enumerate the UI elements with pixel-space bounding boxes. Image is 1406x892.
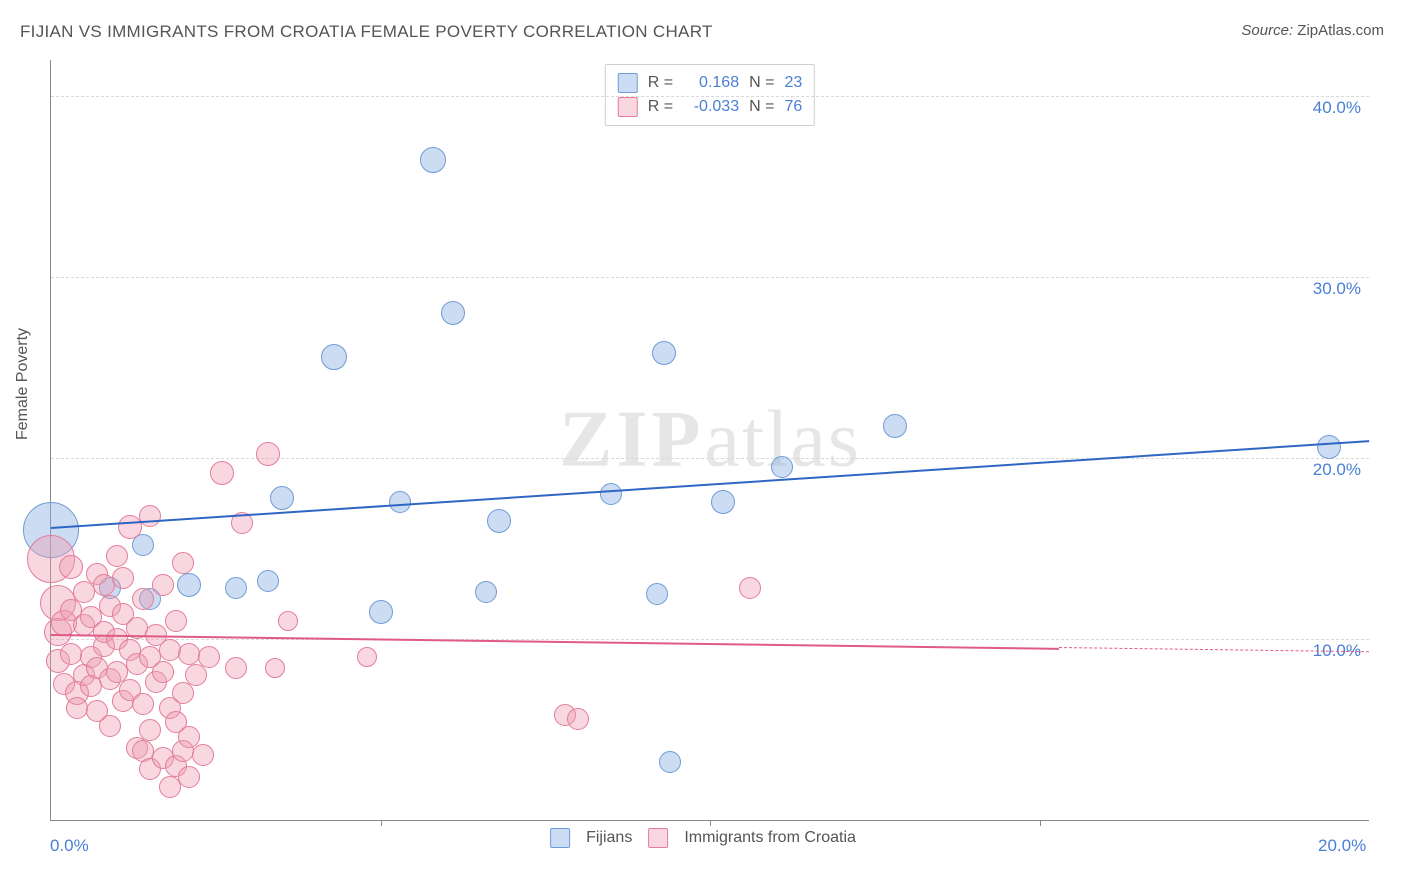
- bubble-fijians: [883, 414, 907, 438]
- legend-r-label: R =: [648, 95, 673, 119]
- x-tick-label: 20.0%: [1318, 836, 1366, 856]
- source-value: ZipAtlas.com: [1297, 22, 1384, 39]
- watermark: ZIPatlas: [559, 395, 861, 486]
- gridline: [51, 96, 1369, 97]
- bubble-fijians: [475, 581, 497, 603]
- x-tick: [1040, 820, 1041, 826]
- bubble-fijians: [600, 483, 622, 505]
- x-tick: [710, 820, 711, 826]
- bubble-fijians: [646, 583, 668, 605]
- bubble-croatia: [106, 545, 128, 567]
- bubble-fijians: [1317, 435, 1341, 459]
- legend-swatch-fijians: [618, 73, 638, 93]
- bubble-croatia: [152, 661, 174, 683]
- bubble-fijians: [270, 486, 294, 510]
- legend-swatch-croatia: [618, 97, 638, 117]
- bubble-croatia: [59, 555, 83, 579]
- bubble-croatia: [152, 574, 174, 596]
- y-axis-title: Female Poverty: [14, 328, 32, 440]
- legend-name-croatia: Immigrants from Croatia: [684, 829, 856, 847]
- bubble-fijians: [441, 301, 465, 325]
- bubble-croatia: [66, 697, 88, 719]
- y-tick-label: 30.0%: [1313, 279, 1361, 299]
- bubble-fijians: [257, 570, 279, 592]
- bubble-fijians: [420, 147, 446, 173]
- bubble-fijians: [659, 751, 681, 773]
- legend-n-label: N =: [749, 71, 774, 95]
- bubble-croatia: [132, 588, 154, 610]
- gridline: [51, 458, 1369, 459]
- bubble-fijians: [711, 490, 735, 514]
- bubble-croatia: [178, 643, 200, 665]
- chart-title: FIJIAN VS IMMIGRANTS FROM CROATIA FEMALE…: [20, 22, 713, 42]
- y-tick-label: 20.0%: [1313, 460, 1361, 480]
- legend-stats-row: R = -0.033 N = 76: [618, 95, 802, 119]
- bubble-croatia: [172, 682, 194, 704]
- x-tick-label: 0.0%: [50, 836, 89, 856]
- bubble-croatia: [357, 647, 377, 667]
- bubble-croatia: [739, 577, 761, 599]
- bubble-croatia: [132, 693, 154, 715]
- bubble-croatia: [256, 442, 280, 466]
- y-tick-label: 40.0%: [1313, 98, 1361, 118]
- bubble-croatia: [210, 461, 234, 485]
- legend-swatch-fijians: [550, 828, 570, 848]
- bubble-croatia: [159, 639, 181, 661]
- gridline: [51, 639, 1369, 640]
- bubble-croatia: [112, 567, 134, 589]
- bubble-croatia: [265, 658, 285, 678]
- bubble-croatia: [139, 719, 161, 741]
- bubble-croatia: [60, 643, 82, 665]
- legend-series: Fijians Immigrants from Croatia: [550, 828, 856, 848]
- legend-n-label: N =: [749, 95, 774, 119]
- watermark-zip: ZIP: [559, 396, 704, 484]
- bubble-croatia: [278, 611, 298, 631]
- bubble-croatia: [73, 581, 95, 603]
- bubble-croatia: [165, 610, 187, 632]
- bubble-fijians: [389, 491, 411, 513]
- x-tick: [381, 820, 382, 826]
- bubble-croatia: [178, 766, 200, 788]
- bubble-fijians: [177, 573, 201, 597]
- bubble-croatia: [192, 744, 214, 766]
- legend-n-croatia: 76: [784, 95, 802, 119]
- source-prefix: Source:: [1241, 22, 1293, 39]
- legend-r-croatia: -0.033: [683, 95, 739, 119]
- bubble-fijians: [321, 344, 347, 370]
- plot-area: ZIPatlas R = 0.168 N = 23 R = -0.033 N =…: [50, 60, 1369, 821]
- bubble-fijians: [369, 600, 393, 624]
- legend-swatch-croatia: [648, 828, 668, 848]
- legend-r-label: R =: [648, 71, 673, 95]
- bubble-croatia: [225, 657, 247, 679]
- bubble-croatia: [567, 708, 589, 730]
- gridline: [51, 277, 1369, 278]
- bubble-croatia: [93, 574, 115, 596]
- legend-stats-row: R = 0.168 N = 23: [618, 71, 802, 95]
- bubble-croatia: [139, 505, 161, 527]
- bubble-croatia: [185, 664, 207, 686]
- legend-stats: R = 0.168 N = 23 R = -0.033 N = 76: [605, 64, 815, 126]
- bubble-croatia: [198, 646, 220, 668]
- bubble-fijians: [225, 577, 247, 599]
- bubble-croatia: [99, 715, 121, 737]
- bubble-fijians: [652, 341, 676, 365]
- legend-name-fijians: Fijians: [586, 829, 632, 847]
- legend-n-fijians: 23: [784, 71, 802, 95]
- bubble-fijians: [487, 509, 511, 533]
- bubble-croatia: [172, 552, 194, 574]
- bubble-fijians: [771, 456, 793, 478]
- bubble-croatia: [159, 776, 181, 798]
- source-label: Source: ZipAtlas.com: [1241, 22, 1384, 39]
- trend-line: [51, 440, 1369, 529]
- legend-r-fijians: 0.168: [683, 71, 739, 95]
